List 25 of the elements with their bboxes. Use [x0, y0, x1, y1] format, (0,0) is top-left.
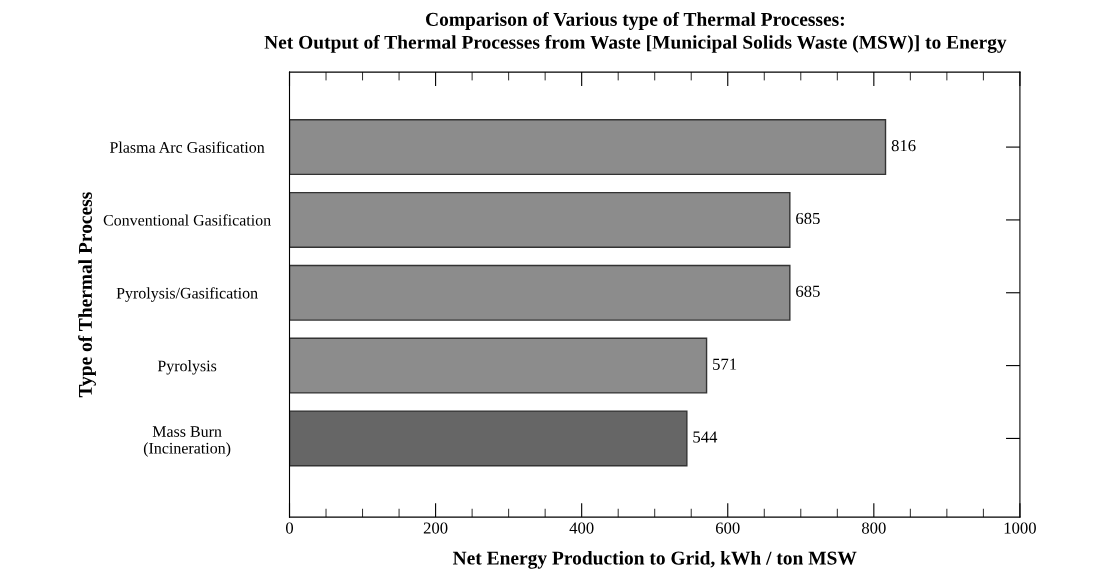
chart-title: Comparison of Various type of Thermal Processes:	[426, 12, 844, 30]
y-tick-label: Pyrolysis	[157, 360, 217, 375]
data-label: 571	[713, 358, 737, 370]
x-tick-label: 600	[715, 522, 740, 534]
bar	[289, 337, 708, 394]
x-tick-label: 0	[285, 522, 294, 534]
x-tick-label: 200	[423, 522, 448, 534]
bar	[289, 191, 791, 248]
y-tick-label: Conventional Gasification	[103, 214, 271, 226]
y-tick-label: Plasma Arc Gasification	[109, 141, 265, 153]
data-label: 685	[796, 212, 820, 225]
data-label: 544	[693, 431, 718, 443]
data-label: 816	[891, 140, 916, 152]
y-tick-label: Mass Burn (Incineration)	[143, 426, 231, 457]
x-axis-title: Net Energy Production to Grid, kWh / ton MSW	[452, 550, 857, 569]
y-tick-label: Pyrolysis/Gasification	[116, 287, 258, 302]
y-axis-title: Type of Thermal Process	[78, 192, 96, 398]
bar	[289, 264, 791, 321]
chart-subtitle: Net Output of Thermal Processes from Waste [Municipal Solids Waste (MSW)] to Energy	[264, 34, 1007, 53]
x-tick-label: 800	[861, 522, 886, 534]
bar	[289, 410, 688, 467]
data-label: 685	[796, 285, 820, 297]
x-tick-label: 1000	[1004, 522, 1036, 534]
x-tick-label: 400	[569, 522, 594, 534]
bar	[289, 119, 887, 176]
